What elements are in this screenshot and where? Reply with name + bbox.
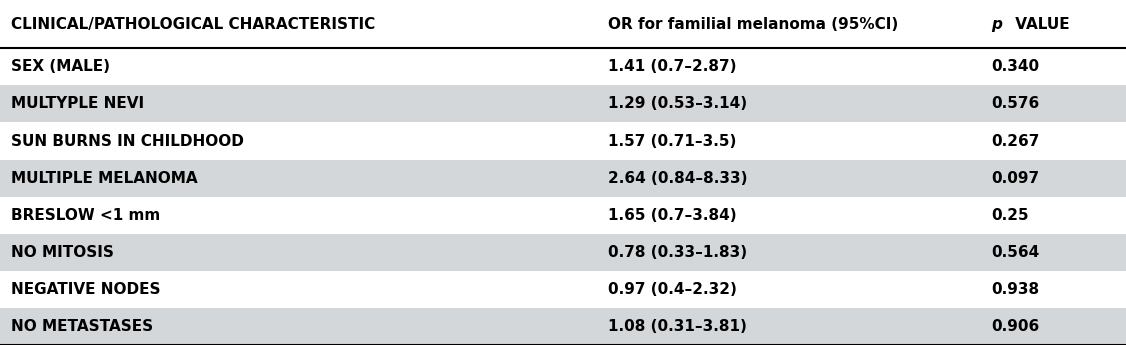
Text: 0.576: 0.576 (991, 97, 1039, 111)
Text: OR for familial melanoma (95%CI): OR for familial melanoma (95%CI) (608, 17, 899, 32)
Text: 0.906: 0.906 (991, 319, 1039, 334)
Bar (0, 0, 1126, 48)
Bar (0, 234, 1126, 271)
Bar (0, 159, 1126, 197)
Text: 0.564: 0.564 (991, 245, 1039, 260)
Text: SEX (MALE): SEX (MALE) (11, 59, 110, 74)
Text: 1.57 (0.71–3.5): 1.57 (0.71–3.5) (608, 134, 736, 148)
Text: 1.41 (0.7–2.87): 1.41 (0.7–2.87) (608, 59, 736, 74)
Text: p: p (991, 17, 1002, 32)
Text: VALUE: VALUE (1010, 17, 1070, 32)
Text: 0.78 (0.33–1.83): 0.78 (0.33–1.83) (608, 245, 748, 260)
Text: SUN BURNS IN CHILDHOOD: SUN BURNS IN CHILDHOOD (11, 134, 244, 148)
Text: MULTIPLE MELANOMA: MULTIPLE MELANOMA (11, 171, 198, 186)
Bar (0, 85, 1126, 122)
Text: 0.25: 0.25 (991, 208, 1028, 223)
Text: 2.64 (0.84–8.33): 2.64 (0.84–8.33) (608, 171, 748, 186)
Text: NO MITOSIS: NO MITOSIS (11, 245, 114, 260)
Bar (0, 308, 1126, 345)
Text: 1.08 (0.31–3.81): 1.08 (0.31–3.81) (608, 319, 747, 334)
Text: NEGATIVE NODES: NEGATIVE NODES (11, 282, 161, 297)
Bar (0, 271, 1126, 308)
Text: NO METASTASES: NO METASTASES (11, 319, 153, 334)
Text: 1.65 (0.7–3.84): 1.65 (0.7–3.84) (608, 208, 736, 223)
Bar (0, 197, 1126, 234)
Text: MULTYPLE NEVI: MULTYPLE NEVI (11, 97, 144, 111)
Text: CLINICAL/PATHOLOGICAL CHARACTERISTIC: CLINICAL/PATHOLOGICAL CHARACTERISTIC (11, 17, 375, 32)
Text: 1.29 (0.53–3.14): 1.29 (0.53–3.14) (608, 97, 748, 111)
Text: 0.097: 0.097 (991, 171, 1039, 186)
Text: 0.938: 0.938 (991, 282, 1039, 297)
Bar (0, 48, 1126, 86)
Text: 0.267: 0.267 (991, 134, 1039, 148)
Text: 0.340: 0.340 (991, 59, 1039, 74)
Text: 0.97 (0.4–2.32): 0.97 (0.4–2.32) (608, 282, 736, 297)
Bar (0, 122, 1126, 159)
Text: BRESLOW <1 mm: BRESLOW <1 mm (11, 208, 161, 223)
